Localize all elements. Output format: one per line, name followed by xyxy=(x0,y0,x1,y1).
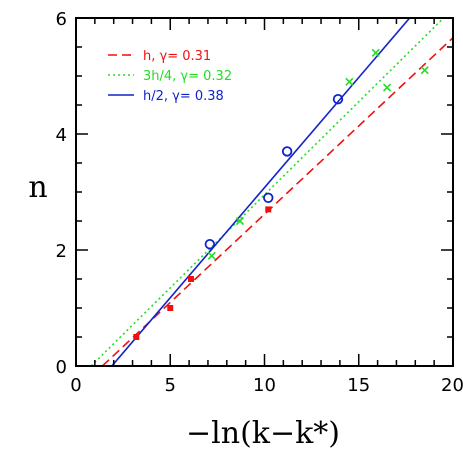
legend-label-2: 3h/4, γ= 0.32 xyxy=(143,69,232,84)
fit-lines xyxy=(90,18,453,366)
x-tick-label: 10 xyxy=(253,375,276,396)
point-s1-2 xyxy=(167,305,174,311)
fit-line-3 xyxy=(111,18,411,366)
tick-labels: 0 5 10 15 20 0 2 4 6 xyxy=(56,9,463,396)
point-s3-3 xyxy=(281,146,293,157)
axes xyxy=(75,17,454,367)
y-tick-label: 6 xyxy=(56,9,67,30)
y-tick-label: 0 xyxy=(56,357,67,378)
y-axis-label: n xyxy=(28,170,47,205)
point-s2-1 xyxy=(207,251,216,260)
x-tick-label: 0 xyxy=(70,375,81,396)
fit-line-1 xyxy=(101,37,453,366)
point-s2-4 xyxy=(371,48,380,57)
x-tick-label: 5 xyxy=(165,375,176,396)
legend-label-3: h/2, γ= 0.38 xyxy=(143,89,224,104)
legend: h, γ= 0.31 3h/4, γ= 0.32 h/2, γ= 0.38 xyxy=(108,49,232,104)
plot-frame xyxy=(75,17,454,367)
point-s1-1 xyxy=(133,334,140,340)
x-tick-label: 20 xyxy=(441,375,463,396)
y-tick-label: 2 xyxy=(56,241,67,262)
point-s2-5 xyxy=(382,83,392,92)
x-axis-label: −ln(k−k*) xyxy=(186,416,340,451)
y-tick-label: 4 xyxy=(56,125,67,146)
point-s1-4 xyxy=(265,206,272,213)
legend-label-1: h, γ= 0.31 xyxy=(143,49,211,64)
point-s2-2 xyxy=(235,216,245,226)
ticks xyxy=(75,17,454,367)
point-s2-6 xyxy=(420,66,429,75)
point-s2-3 xyxy=(345,77,354,86)
data-points xyxy=(133,48,429,340)
x-tick-label: 15 xyxy=(347,375,370,396)
point-s1-3 xyxy=(187,276,194,282)
point-s3-1 xyxy=(204,238,216,250)
point-s3-4 xyxy=(332,93,344,105)
point-s3-2 xyxy=(263,192,274,204)
